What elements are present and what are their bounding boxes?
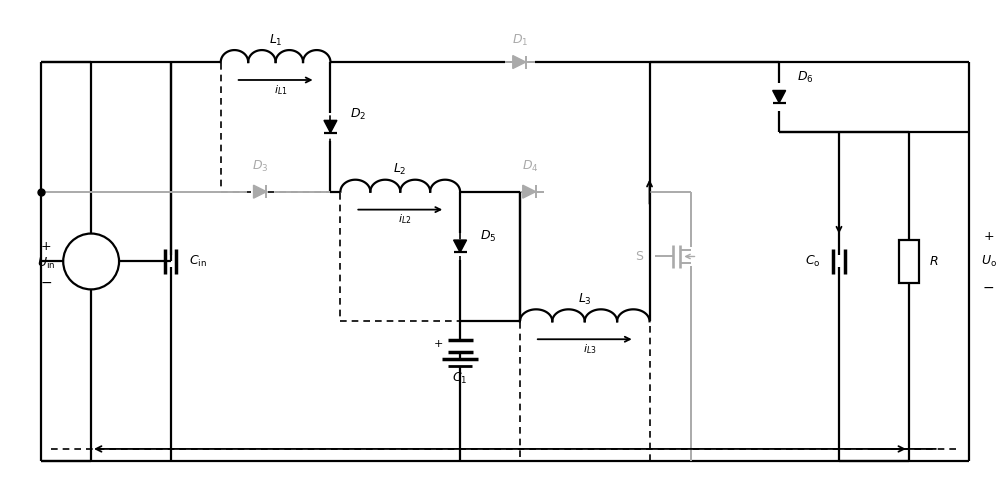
Text: $C_{\rm in}$: $C_{\rm in}$ <box>189 254 207 269</box>
Polygon shape <box>513 55 526 68</box>
Text: $D_6$: $D_6$ <box>797 69 814 85</box>
Text: $U_{\rm in}$: $U_{\rm in}$ <box>37 256 55 271</box>
Text: $U_{\rm o}$: $U_{\rm o}$ <box>981 254 997 269</box>
Bar <box>899 239 919 283</box>
Text: $D_2$: $D_2$ <box>350 107 367 122</box>
Text: S: S <box>636 250 644 263</box>
Text: $R$: $R$ <box>929 255 938 268</box>
Text: $C_1$: $C_1$ <box>452 371 468 386</box>
Text: $D_4$: $D_4$ <box>522 159 538 175</box>
Text: $i_{L2}$: $i_{L2}$ <box>398 213 412 226</box>
Polygon shape <box>773 91 786 103</box>
Text: +: + <box>41 240 52 253</box>
Text: $L_2$: $L_2$ <box>393 162 407 177</box>
Text: $L_1$: $L_1$ <box>269 33 282 48</box>
Polygon shape <box>254 185 266 198</box>
Text: $i_{L1}$: $i_{L1}$ <box>274 83 287 97</box>
Text: $D_5$: $D_5$ <box>480 229 496 244</box>
Text: $-$: $-$ <box>982 279 995 293</box>
Polygon shape <box>454 240 467 253</box>
Text: $D_3$: $D_3$ <box>252 159 269 175</box>
Polygon shape <box>324 120 337 133</box>
Text: +: + <box>433 339 443 349</box>
Text: $C_{\rm o}$: $C_{\rm o}$ <box>805 254 821 269</box>
Text: +: + <box>983 230 994 243</box>
Polygon shape <box>523 185 536 198</box>
Text: $i_{L3}$: $i_{L3}$ <box>583 343 597 356</box>
Text: $L_3$: $L_3$ <box>578 292 592 307</box>
Text: $-$: $-$ <box>40 275 52 288</box>
Text: $D_1$: $D_1$ <box>512 33 528 48</box>
